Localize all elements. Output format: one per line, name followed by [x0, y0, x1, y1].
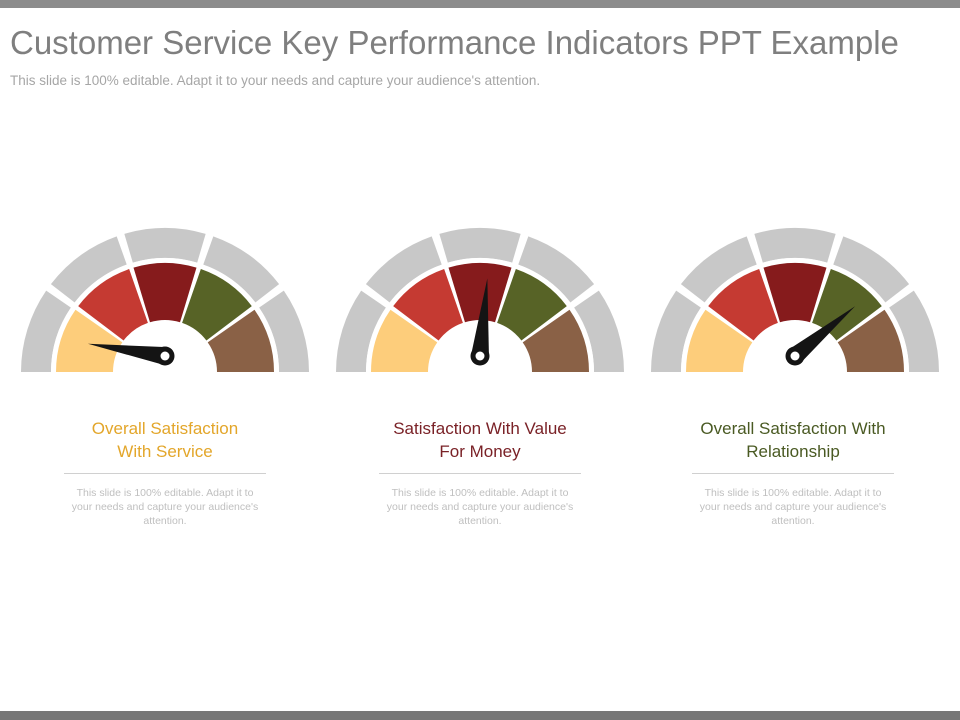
gauge-satisfaction-with-value-for-money — [336, 228, 624, 372]
outer-ring-segment — [259, 290, 309, 372]
bottom-accent-bar — [0, 711, 960, 720]
gauge-needle — [471, 278, 489, 362]
gauge-needle — [87, 343, 171, 365]
segment-average — [133, 262, 197, 323]
gauge-title: Overall Satisfaction With Service — [91, 419, 239, 461]
caption-divider — [64, 473, 266, 474]
segment-good — [182, 269, 252, 341]
outer-ring-segment — [651, 290, 701, 372]
segment-excellent — [522, 309, 589, 372]
gauge-caption-relationship: Overall Satisfaction With Relationship T… — [673, 417, 913, 528]
outer-ring-segment — [124, 228, 206, 263]
segment-average — [448, 262, 512, 323]
outer-ring-segment — [203, 236, 280, 303]
segment-fair — [78, 269, 148, 341]
gauge-caption-service: Overall Satisfaction With Service This s… — [45, 417, 285, 528]
slide-title: Customer Service Key Performance Indicat… — [10, 24, 899, 61]
segment-good — [497, 269, 567, 341]
outer-ring-segment — [889, 290, 939, 372]
segment-poor — [56, 309, 123, 372]
outer-ring-segment — [50, 236, 127, 303]
segment-poor — [370, 309, 438, 372]
gauge-title: Satisfaction With Value For Money — [393, 419, 567, 461]
segment-fair — [393, 269, 463, 341]
outer-ring-segment — [754, 228, 836, 263]
caption-divider — [692, 473, 894, 474]
gauge-title: Overall Satisfaction With Relationship — [700, 419, 886, 461]
gauge-description: This slide is 100% editable. Adapt it to… — [699, 487, 887, 527]
needle-hub-center — [790, 351, 800, 361]
outer-ring-segment — [439, 228, 521, 263]
outer-ring-segment — [336, 290, 386, 372]
needle-hub-center — [160, 351, 170, 361]
segment-average — [763, 262, 827, 323]
slide-subtitle: This slide is 100% editable. Adapt it to… — [10, 73, 541, 88]
segment-fair — [708, 269, 778, 341]
gauges-canvas — [21, 228, 939, 372]
gauge-overall-satisfaction-with-service — [21, 228, 309, 372]
gauge-needle — [788, 306, 856, 363]
outer-ring-segment — [21, 290, 71, 372]
outer-ring-segment — [365, 236, 442, 303]
gauge-description: This slide is 100% editable. Adapt it to… — [386, 487, 574, 527]
gauge-overall-satisfaction-with-relationship — [651, 228, 939, 372]
segment-excellent — [207, 309, 274, 372]
needle-hub-center — [475, 351, 485, 361]
gauge-caption-value-for-money: Satisfaction With Value For Money This s… — [360, 417, 600, 528]
gauge-description: This slide is 100% editable. Adapt it to… — [71, 487, 259, 527]
outer-ring-segment — [518, 236, 595, 303]
outer-ring-segment — [680, 236, 757, 303]
segment-good — [812, 269, 882, 341]
outer-ring-segment — [833, 236, 910, 303]
top-accent-bar — [0, 0, 960, 8]
segment-poor — [686, 309, 753, 372]
segment-excellent — [837, 309, 905, 372]
caption-divider — [379, 473, 581, 474]
outer-ring-segment — [574, 290, 624, 372]
